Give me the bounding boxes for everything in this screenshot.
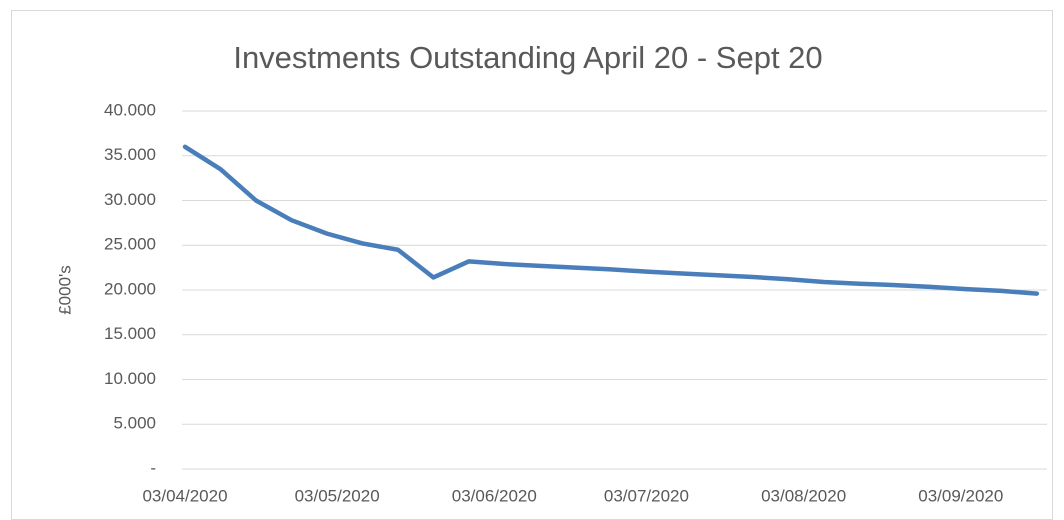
x-tick-label: 03/05/2020 (295, 486, 380, 505)
y-tick-label: 10.000 (104, 369, 156, 388)
x-tick-label: 03/08/2020 (761, 486, 846, 505)
y-tick-label: 20.000 (104, 279, 156, 298)
y-tick-label: 5.000 (113, 414, 156, 433)
line-series (182, 144, 1040, 296)
y-tick-label: 15.000 (104, 324, 156, 343)
x-tick-label: 03/07/2020 (604, 486, 689, 505)
y-tick-label: 30.000 (104, 190, 156, 209)
y-tick-label: - (150, 458, 156, 477)
y-tick-label: 35.000 (104, 145, 156, 164)
chart-title: Investments Outstanding April 20 - Sept … (233, 40, 822, 75)
y-tick-label: 25.000 (104, 235, 156, 254)
y-tick-label: 40.000 (104, 100, 156, 119)
y-axis-label: £000's (55, 265, 74, 315)
x-tick-label: 03/04/2020 (142, 486, 227, 505)
x-tick-label: 03/06/2020 (452, 486, 537, 505)
x-tick-label: 03/09/2020 (918, 486, 1003, 505)
